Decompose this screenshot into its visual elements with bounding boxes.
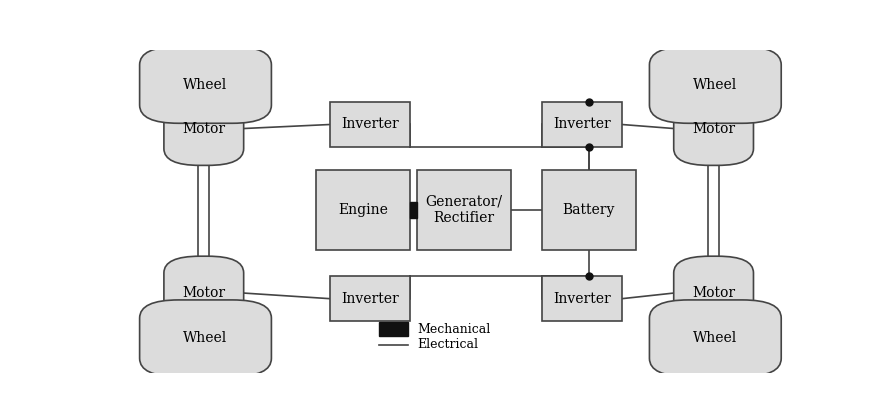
FancyBboxPatch shape: [330, 102, 409, 147]
FancyBboxPatch shape: [541, 102, 621, 147]
Text: Engine: Engine: [338, 203, 388, 217]
Bar: [409, 202, 417, 218]
FancyBboxPatch shape: [673, 92, 753, 166]
Text: Motor: Motor: [182, 286, 225, 300]
Text: Wheel: Wheel: [693, 78, 737, 92]
FancyBboxPatch shape: [649, 300, 780, 377]
FancyBboxPatch shape: [330, 276, 409, 321]
FancyBboxPatch shape: [164, 256, 243, 330]
FancyBboxPatch shape: [649, 47, 780, 123]
Text: Wheel: Wheel: [183, 331, 227, 345]
Bar: [378, 322, 408, 336]
FancyBboxPatch shape: [139, 300, 271, 377]
Text: Inverter: Inverter: [552, 292, 610, 306]
Text: Inverter: Inverter: [341, 117, 399, 132]
Text: Motor: Motor: [691, 286, 734, 300]
Text: Motor: Motor: [182, 122, 225, 135]
FancyBboxPatch shape: [316, 170, 409, 250]
FancyBboxPatch shape: [541, 170, 635, 250]
Text: Mechanical: Mechanical: [417, 323, 490, 336]
FancyBboxPatch shape: [139, 47, 271, 123]
Text: Generator/
Rectifier: Generator/ Rectifier: [425, 195, 502, 225]
Text: Inverter: Inverter: [341, 292, 399, 306]
Text: Motor: Motor: [691, 122, 734, 135]
Text: Electrical: Electrical: [417, 338, 477, 351]
Text: Inverter: Inverter: [552, 117, 610, 132]
FancyBboxPatch shape: [417, 170, 510, 250]
FancyBboxPatch shape: [541, 276, 621, 321]
Text: Wheel: Wheel: [183, 78, 227, 92]
FancyBboxPatch shape: [673, 256, 753, 330]
FancyBboxPatch shape: [164, 92, 243, 166]
Text: Battery: Battery: [562, 203, 614, 217]
Text: Wheel: Wheel: [693, 331, 737, 345]
